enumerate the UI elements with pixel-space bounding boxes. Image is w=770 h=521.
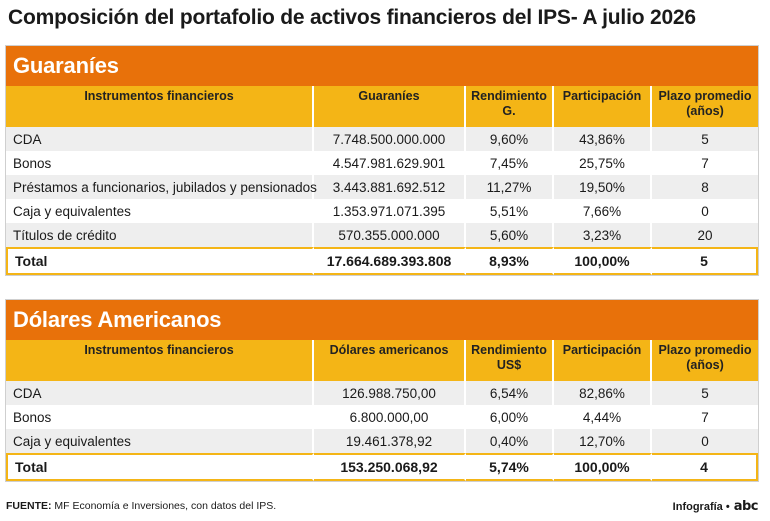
table-cell: CDA [6, 381, 314, 405]
table-cell: Caja y equivalentes [6, 199, 314, 223]
column-header: Dólares americanos [314, 340, 466, 381]
table-cell: 1.353.971.071.395 [314, 199, 466, 223]
guaranies-section: Guaraníes Instrumentos financieros Guara… [5, 45, 759, 276]
guaranies-table: Instrumentos financieros Guaraníes Rendi… [6, 86, 758, 275]
table-cell: 19,50% [554, 175, 652, 199]
column-header: Guaraníes [314, 86, 466, 127]
total-cell: 5 [652, 247, 758, 275]
table-cell: 11,27% [466, 175, 554, 199]
table-cell: 43,86% [554, 127, 652, 151]
table-cell: 7 [652, 151, 758, 175]
table-row: Caja y equivalentes 19.461.378,92 0,40% … [6, 429, 758, 453]
source-note: FUENTE: MF Economía e Inversiones, con d… [6, 500, 276, 512]
credit-text: Infografía • [672, 500, 730, 513]
table-row: CDA 7.748.500.000.000 9,60% 43,86% 5 [6, 127, 758, 151]
total-cell: 100,00% [554, 247, 652, 275]
table-cell: 6.800.000,00 [314, 405, 466, 429]
table-cell: 19.461.378,92 [314, 429, 466, 453]
table-cell: 8 [652, 175, 758, 199]
column-header: Plazo promedio (años) [652, 340, 758, 381]
total-cell: 100,00% [554, 453, 652, 481]
table-cell: 4.547.981.629.901 [314, 151, 466, 175]
table-row: Bonos 6.800.000,00 6,00% 4,44% 7 [6, 405, 758, 429]
table-cell: Títulos de crédito [6, 223, 314, 247]
table-row: Caja y equivalentes 1.353.971.071.395 5,… [6, 199, 758, 223]
table-row: Préstamos a funcionarios, jubilados y pe… [6, 175, 758, 199]
dolares-section: Dólares Americanos Instrumentos financie… [5, 299, 759, 482]
total-cell: 8,93% [466, 247, 554, 275]
total-row: Total 153.250.068,92 5,74% 100,00% 4 [6, 453, 758, 481]
column-header: Participación [554, 340, 652, 381]
total-label: Total [6, 453, 314, 481]
table-cell: 5,60% [466, 223, 554, 247]
column-header: Plazo promedio (años) [652, 86, 758, 127]
table-row: Bonos 4.547.981.629.901 7,45% 25,75% 7 [6, 151, 758, 175]
table-cell: 82,86% [554, 381, 652, 405]
column-header: Participación [554, 86, 652, 127]
total-label: Total [6, 247, 314, 275]
table-cell: 0 [652, 429, 758, 453]
table-cell: 0 [652, 199, 758, 223]
table-cell: 6,00% [466, 405, 554, 429]
table-cell: Caja y equivalentes [6, 429, 314, 453]
table-cell: Préstamos a funcionarios, jubilados y pe… [6, 175, 317, 199]
total-cell: 17.664.689.393.808 [314, 247, 466, 275]
table-cell: 20 [652, 223, 758, 247]
table-cell: 7 [652, 405, 758, 429]
page-title: Composición del portafolio de activos fi… [8, 6, 696, 29]
total-cell: 153.250.068,92 [314, 453, 466, 481]
source-label: FUENTE: [6, 500, 52, 512]
table-row: CDA 126.988.750,00 6,54% 82,86% 5 [6, 381, 758, 405]
dolares-table: Instrumentos financieros Dólares america… [6, 340, 758, 481]
section-title: Dólares Americanos [6, 300, 758, 340]
table-cell: 126.988.750,00 [314, 381, 466, 405]
column-header: Instrumentos financieros [6, 86, 314, 127]
table-cell: 3,23% [554, 223, 652, 247]
section-title: Guaraníes [6, 46, 758, 86]
table-cell: 0,40% [466, 429, 554, 453]
abc-logo: abc [733, 499, 759, 514]
table-row: Títulos de crédito 570.355.000.000 5,60%… [6, 223, 758, 247]
table-cell: 25,75% [554, 151, 652, 175]
table-cell: 5 [652, 381, 758, 405]
table-cell: 12,70% [554, 429, 652, 453]
table-cell: 5 [652, 127, 758, 151]
table-cell: Bonos [6, 405, 314, 429]
table-cell: 570.355.000.000 [314, 223, 466, 247]
column-header: Rendimiento G. [466, 86, 554, 127]
table-cell: 6,54% [466, 381, 554, 405]
table-cell: 7,45% [466, 151, 554, 175]
table-cell: 5,51% [466, 199, 554, 223]
column-header: Instrumentos financieros [6, 340, 314, 381]
table-cell: Bonos [6, 151, 314, 175]
table-cell: CDA [6, 127, 314, 151]
total-cell: 5,74% [466, 453, 554, 481]
credit: Infografía • abc [672, 499, 759, 514]
column-header: Rendimiento US$ [466, 340, 554, 381]
table-cell: 9,60% [466, 127, 554, 151]
source-text: MF Economía e Inversiones, con datos del… [51, 500, 277, 512]
total-row: Total 17.664.689.393.808 8,93% 100,00% 5 [6, 247, 758, 275]
table-cell: 7,66% [554, 199, 652, 223]
table-cell: 4,44% [554, 405, 652, 429]
total-cell: 4 [652, 453, 758, 481]
table-cell: 7.748.500.000.000 [314, 127, 466, 151]
table-cell: 3.443.881.692.512 [314, 175, 466, 199]
